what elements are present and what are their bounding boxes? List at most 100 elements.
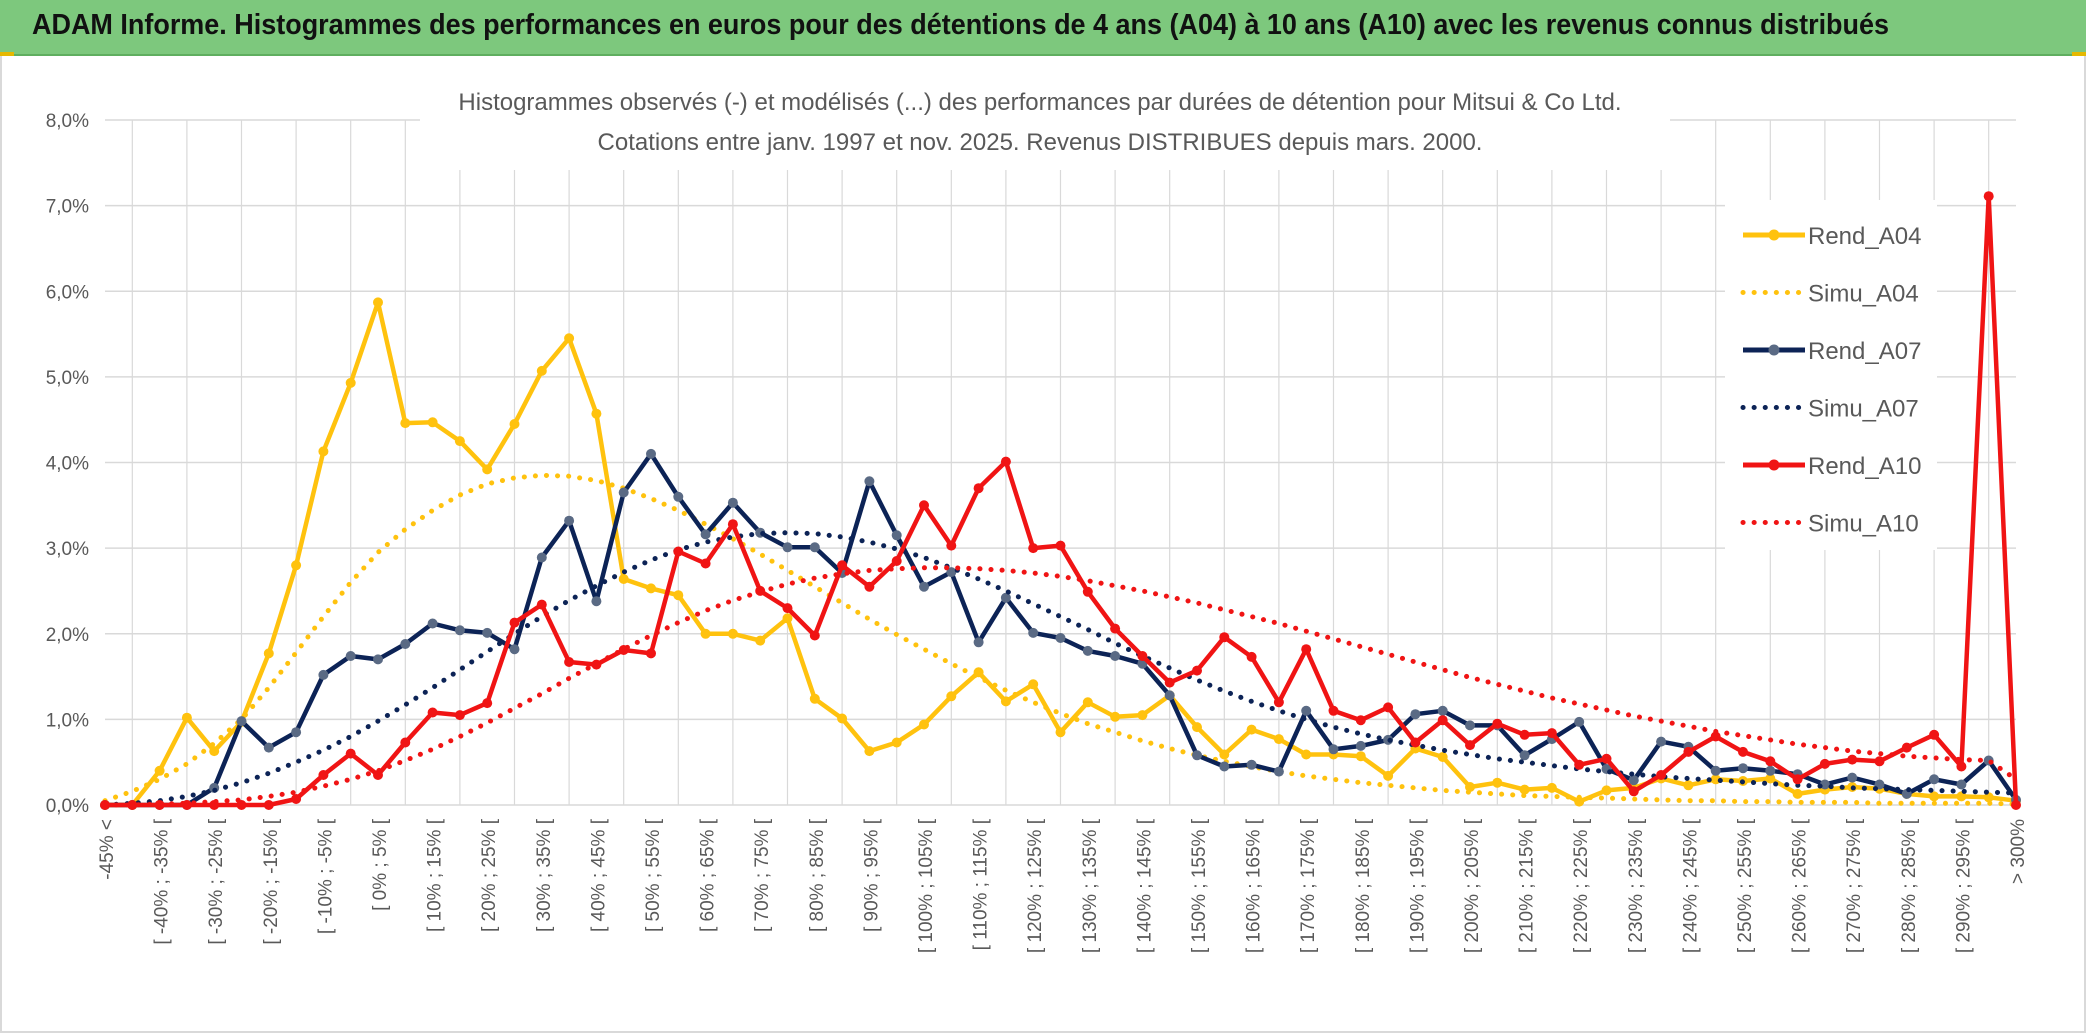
data-point-rend-a10: [1847, 754, 1858, 765]
data-point-rend-a07: [1956, 779, 1967, 790]
x-tick-label: [ 200% ; 205% [: [1462, 818, 1483, 953]
data-point-rend-a04: [509, 419, 520, 429]
y-tick-label: 7,0%: [46, 197, 89, 218]
data-point-rend-a10: [1792, 774, 1803, 785]
series-simu-a04: [102, 472, 2019, 807]
x-tick-label: [ 30% ; 35% [: [534, 818, 555, 932]
data-point-rend-a04: [154, 765, 165, 776]
legend-label: Rend_A04: [1808, 223, 1921, 250]
data-point-rend-a10: [373, 770, 383, 780]
data-point-rend-a10: [1437, 715, 1448, 726]
x-tick-label: [ 120% ; 125% [: [1025, 818, 1046, 953]
corner-accent-right: [2072, 52, 2086, 56]
data-point-rend-a10: [919, 500, 929, 511]
data-point-rend-a04: [1301, 749, 1312, 760]
data-point-rend-a04: [263, 648, 274, 659]
y-tick-label: 8,0%: [46, 111, 89, 132]
data-point-rend-a07: [864, 476, 875, 487]
data-point-rend-a10: [1492, 718, 1503, 729]
data-point-rend-a10: [646, 648, 656, 659]
x-tick-label: [ 130% ; 135% [: [1080, 818, 1101, 953]
x-tick-label: [ 250% ; 255% [: [1735, 818, 1756, 953]
data-point-rend-a07: [1410, 709, 1421, 720]
data-point-rend-a10: [1874, 756, 1885, 767]
data-point-rend-a04: [482, 464, 493, 475]
x-tick-label: [ 260% ; 265% [: [1790, 818, 1811, 953]
series-rend-a10: [100, 191, 2021, 810]
data-point-rend-a04: [646, 583, 656, 594]
series-layer: [100, 191, 2021, 810]
data-point-rend-a10: [1192, 665, 1202, 676]
data-point-rend-a04: [891, 737, 902, 748]
data-point-rend-a07: [1000, 592, 1011, 603]
data-point-rend-a07: [400, 639, 411, 649]
data-point-rend-a07: [591, 596, 602, 607]
data-point-rend-a04: [1983, 792, 1994, 803]
data-point-rend-a10: [318, 770, 329, 780]
x-tick-label: [ 140% ; 145% [: [1134, 818, 1155, 953]
x-tick-label: [ 270% ; 275% [: [1844, 818, 1865, 953]
data-point-rend-a07: [1628, 775, 1639, 786]
legend-marker: [1768, 459, 1780, 471]
data-point-rend-a07: [700, 529, 711, 540]
data-point-rend-a10: [454, 710, 465, 721]
data-point-rend-a04: [591, 408, 602, 419]
legend-label: Rend_A10: [1808, 453, 1921, 480]
data-point-rend-a07: [1437, 705, 1448, 716]
data-point-rend-a10: [727, 519, 738, 530]
data-point-rend-a07: [291, 727, 302, 738]
data-point-rend-a04: [564, 333, 575, 344]
data-point-rend-a10: [1738, 746, 1748, 757]
data-point-rend-a10: [345, 748, 356, 759]
data-point-rend-a07: [236, 716, 247, 727]
y-tick-label: 6,0%: [46, 282, 89, 303]
data-point-rend-a07: [1192, 750, 1202, 761]
data-point-rend-a07: [1519, 750, 1530, 761]
data-point-rend-a10: [1710, 731, 1721, 742]
data-point-rend-a04: [1546, 782, 1557, 793]
x-tick-label: [ 280% ; 285% [: [1899, 818, 1920, 953]
data-point-rend-a04: [1519, 784, 1530, 795]
data-point-rend-a07: [1929, 774, 1940, 785]
data-point-rend-a10: [1301, 644, 1312, 655]
data-point-rend-a04: [345, 377, 356, 388]
report-banner-title: ADAM Informe. Histogrammes des performan…: [32, 9, 1890, 41]
data-point-rend-a04: [181, 712, 192, 723]
x-tick-label: [ 0% ; 5% [: [370, 818, 391, 911]
data-point-rend-a04: [373, 297, 383, 308]
legend-label: Simu_A10: [1808, 511, 1919, 538]
data-point-rend-a10: [1328, 705, 1339, 716]
y-tick-label: 3,0%: [46, 539, 89, 560]
data-point-rend-a07: [1082, 645, 1093, 656]
data-point-rend-a07: [891, 530, 902, 541]
data-point-rend-a10: [1246, 651, 1257, 662]
x-tick-label: [ 230% ; 235% [: [1626, 818, 1647, 953]
legend-item-rend-a04: Rend_A04: [1743, 223, 1921, 250]
legend-item-simu-a07: Simu_A07: [1740, 396, 1919, 423]
data-point-rend-a07: [1301, 705, 1312, 716]
x-tick-label: > 300%: [2008, 819, 2029, 884]
x-tick-label: [ -40% ; -35% [: [152, 818, 173, 944]
title-background: [420, 78, 1670, 170]
data-point-rend-a10: [700, 558, 711, 569]
data-point-rend-a10: [400, 737, 411, 748]
data-point-rend-a07: [1819, 779, 1830, 790]
data-point-rend-a10: [1110, 623, 1121, 634]
data-point-rend-a07: [1574, 716, 1585, 727]
data-point-rend-a04: [1273, 734, 1284, 745]
x-tick-label: -45% <: [97, 819, 118, 880]
data-point-rend-a04: [1765, 773, 1776, 784]
y-axis: 0,0% 1,0% 2,0% 3,0% 4,0% 5,0% 6,0% 7,0% 8,0%: [46, 111, 89, 817]
data-point-rend-a10: [1901, 742, 1912, 753]
data-point-rend-a07: [1738, 763, 1748, 774]
data-point-rend-a10: [291, 794, 302, 804]
data-point-rend-a04: [919, 719, 929, 730]
x-tick-label: [ 90% ; 95% [: [861, 818, 882, 932]
data-point-rend-a07: [536, 552, 547, 563]
data-point-rend-a10: [1546, 728, 1557, 739]
data-point-rend-a10: [1956, 761, 1967, 772]
x-tick-label: [ -20% ; -15% [: [261, 818, 282, 944]
data-point-rend-a04: [1956, 791, 1967, 802]
data-point-rend-a10: [1656, 770, 1667, 780]
data-point-rend-a07: [1164, 690, 1175, 701]
